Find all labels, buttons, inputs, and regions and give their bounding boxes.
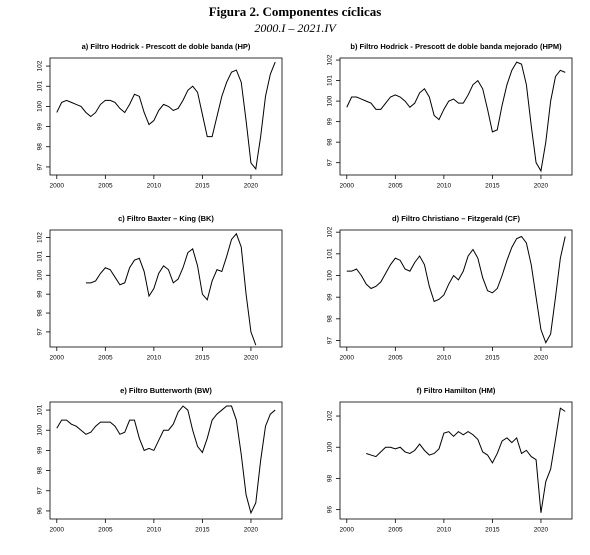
y-tick-label: 102: [327, 410, 334, 421]
series-line: [366, 407, 566, 513]
plot-frame: [49, 401, 283, 520]
y-tick-label: 98: [37, 467, 44, 475]
series-line: [346, 61, 566, 173]
y-tick-label: 102: [327, 226, 334, 237]
x-tick-label: 2000: [340, 355, 355, 362]
y-tick-label: 99: [37, 446, 44, 454]
x-tick-label: 2010: [437, 183, 452, 190]
x-tick-label: 2020: [244, 527, 259, 534]
series-line: [56, 405, 276, 515]
x-tick-label: 2005: [388, 527, 403, 534]
x-tick-label: 2010: [437, 355, 452, 362]
x-tick-label: 2015: [195, 355, 210, 362]
y-tick-label: 100: [37, 424, 44, 435]
y-tick-label: 98: [37, 309, 44, 317]
series-line: [346, 235, 566, 344]
y-tick-label: 102: [37, 232, 44, 243]
series-line: [56, 61, 276, 171]
y-tick-label: 97: [37, 328, 44, 336]
x-tick-label: 2020: [534, 527, 549, 534]
y-tick-label: 101: [327, 75, 334, 86]
y-tick-label: 99: [37, 123, 44, 131]
y-tick-label: 100: [327, 270, 334, 281]
y-tick-label: 97: [327, 337, 334, 345]
y-tick-label: 96: [37, 507, 44, 515]
plot-frame: [339, 229, 573, 348]
plot-frame: [339, 57, 573, 176]
x-tick-label: 2010: [147, 355, 162, 362]
panel-title: d) Filtro Christiano – Fitzgerald (CF): [392, 214, 520, 223]
x-tick-label: 2000: [340, 183, 355, 190]
y-tick-label: 101: [37, 404, 44, 415]
y-tick-label: 97: [327, 159, 334, 167]
x-tick-label: 2000: [50, 527, 65, 534]
x-tick-label: 2020: [534, 355, 549, 362]
x-tick-label: 2005: [388, 355, 403, 362]
y-tick-label: 101: [37, 251, 44, 262]
y-tick-label: 98: [327, 138, 334, 146]
panel-title: e) Filtro Butterworth (BW): [120, 386, 212, 395]
plot-frame: [339, 401, 573, 520]
plot-frame: [49, 57, 283, 176]
x-tick-label: 2010: [147, 527, 162, 534]
y-tick-label: 98: [327, 474, 334, 482]
x-tick-label: 2010: [437, 527, 452, 534]
x-tick-label: 2005: [98, 527, 113, 534]
y-tick-label: 96: [327, 506, 334, 514]
series-line: [85, 232, 257, 346]
x-tick-label: 2010: [147, 183, 162, 190]
y-tick-label: 97: [37, 163, 44, 171]
figure-subtitle: 2000.I – 2021.IV: [254, 21, 337, 35]
y-tick-label: 101: [327, 248, 334, 259]
y-tick-label: 100: [37, 269, 44, 280]
y-tick-label: 102: [37, 60, 44, 71]
y-tick-label: 100: [37, 101, 44, 112]
x-tick-label: 2000: [50, 183, 65, 190]
y-tick-label: 99: [327, 293, 334, 301]
panel-title: f) Filtro Hamilton (HM): [417, 386, 496, 395]
plot-frame: [49, 229, 283, 348]
y-tick-label: 99: [327, 118, 334, 126]
panel-title: b) Filtro Hodrick - Prescott de doble ba…: [350, 42, 562, 51]
x-tick-label: 2020: [534, 183, 549, 190]
x-tick-label: 2015: [485, 355, 500, 362]
x-tick-label: 2000: [340, 527, 355, 534]
panel-title: a) Filtro Hodrick - Prescott de doble ba…: [82, 42, 251, 51]
y-tick-label: 102: [327, 54, 334, 65]
y-tick-label: 99: [37, 290, 44, 298]
x-tick-label: 2020: [244, 183, 259, 190]
y-tick-label: 100: [327, 441, 334, 452]
x-tick-label: 2005: [388, 183, 403, 190]
x-tick-label: 2015: [485, 527, 500, 534]
figure-title: Figura 2. Componentes cíclicas: [209, 4, 382, 19]
x-tick-label: 2015: [485, 183, 500, 190]
x-tick-label: 2005: [98, 355, 113, 362]
x-tick-label: 2000: [50, 355, 65, 362]
y-tick-label: 100: [327, 95, 334, 106]
y-tick-label: 98: [327, 315, 334, 323]
x-tick-label: 2005: [98, 183, 113, 190]
x-tick-label: 2015: [195, 183, 210, 190]
y-tick-label: 98: [37, 143, 44, 151]
panel-title: c) Filtro Baxter – King (BK): [118, 214, 214, 223]
y-tick-label: 97: [37, 487, 44, 495]
x-tick-label: 2015: [195, 527, 210, 534]
x-tick-label: 2020: [244, 355, 259, 362]
y-tick-label: 101: [37, 80, 44, 91]
